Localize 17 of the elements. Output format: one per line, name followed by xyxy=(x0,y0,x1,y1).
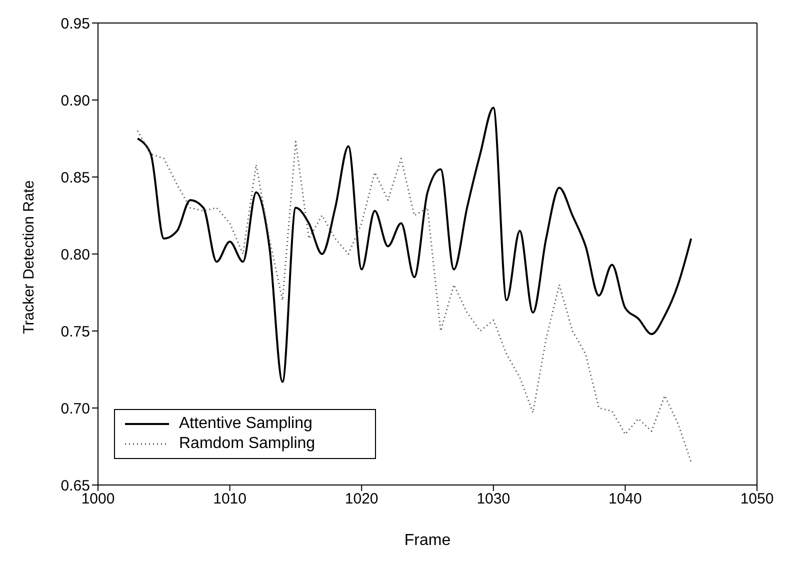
y-axis-title: Tracker Detection Rate xyxy=(20,180,38,334)
y-tick-label: 0.90 xyxy=(60,92,90,110)
x-tick-label: 1030 xyxy=(476,490,510,508)
line-series xyxy=(136,106,692,383)
x-axis-title: Frame xyxy=(404,532,451,549)
line-series xyxy=(136,130,692,463)
y-tick-label: 0.70 xyxy=(60,400,90,418)
x-tick-label: 1020 xyxy=(344,490,378,508)
x-tick-label: 1040 xyxy=(608,490,642,508)
x-tick-label: 1050 xyxy=(740,490,774,508)
legend-label: Ramdom Sampling xyxy=(179,435,316,453)
y-tick-label: 0.95 xyxy=(60,15,90,32)
y-tick-label: 0.80 xyxy=(60,246,90,264)
legend-label: Attentive Sampling xyxy=(179,415,312,433)
x-tick-label: 1010 xyxy=(213,490,246,508)
y-tick-label: 0.85 xyxy=(60,169,90,186)
y-tick-label: 0.75 xyxy=(60,323,90,340)
